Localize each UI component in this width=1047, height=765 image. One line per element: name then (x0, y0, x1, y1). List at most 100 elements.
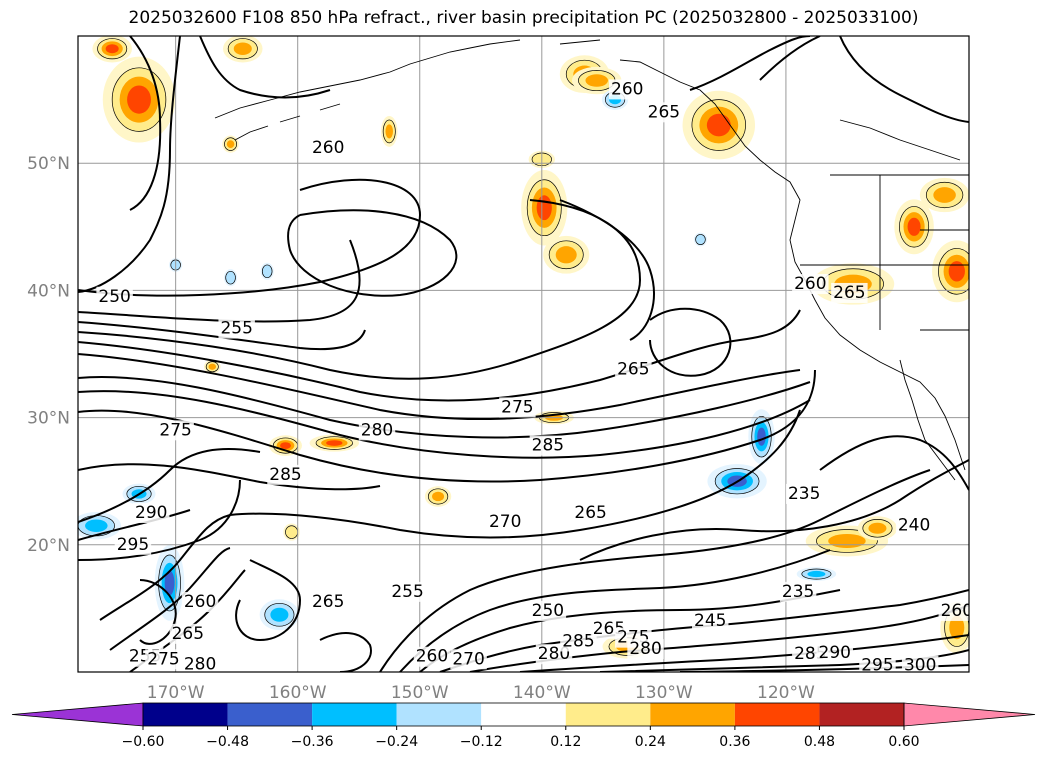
contour-label-bg (560, 631, 597, 652)
contour-label: 295 (117, 535, 149, 555)
contour-label: 295 (861, 656, 893, 676)
contour-label: 275 (501, 397, 533, 417)
contour-label: 275 (159, 420, 191, 440)
precip-shade-region (868, 522, 887, 534)
contour-label: 255 (220, 319, 252, 339)
contour-label: 275 (147, 649, 179, 669)
contour-label: 280 (629, 639, 661, 659)
contour-label-bg (96, 286, 133, 307)
contour-label: 260 (184, 592, 216, 612)
contour-label-bg (145, 649, 182, 670)
colorbar-tick-label: −0.60 (122, 734, 165, 750)
contour-label-bg (609, 79, 646, 100)
colorbar-extend-max (903, 702, 1036, 727)
contour-label-bg (133, 503, 170, 523)
colorbar-tick-label: 0.24 (635, 734, 666, 750)
x-tick-label: 160°W (269, 683, 327, 703)
contour-label: 290 (819, 643, 851, 663)
contour-label-bg (181, 654, 219, 672)
precip-shade-region (226, 140, 235, 149)
contour-label: 240 (898, 516, 930, 536)
precip-shade-region (285, 525, 299, 539)
contour-label-bg (645, 102, 683, 123)
x-tick-label: 120°W (757, 683, 815, 703)
contour-label: 245 (694, 611, 726, 631)
precip-shade-region (536, 195, 552, 221)
precip-shade-region (127, 85, 151, 114)
coastline-layer (214, 39, 969, 481)
colorbar-segment (734, 703, 820, 726)
colorbar-segment (396, 703, 482, 726)
colorbar-segment (143, 703, 228, 726)
contour-label-bg (572, 503, 609, 523)
contour-label-bg (169, 623, 207, 644)
contour-label: 280 (184, 654, 216, 674)
contour-label: 260 (794, 274, 826, 294)
contour-label: 250 (532, 601, 564, 621)
precip-shade-region (807, 570, 826, 578)
x-tick-label: 130°W (635, 683, 693, 703)
contour-label-bg (692, 611, 729, 632)
colorbar-frame (142, 702, 905, 727)
precip-shade-region (432, 491, 445, 502)
map-background (78, 36, 969, 672)
contour-label: 265 (172, 624, 204, 644)
precip-shade-region (85, 519, 108, 532)
contour-label-bg (615, 359, 652, 380)
precip-shade-region (164, 570, 175, 596)
y-tick-label: 40°N (27, 281, 70, 301)
contour-label: 260 (312, 138, 344, 158)
contour-label: 270 (452, 649, 484, 669)
y-tick-label: 20°N (27, 536, 70, 556)
contour-label: 285 (562, 631, 594, 651)
contour-label-bg (859, 655, 896, 672)
contour-label-bg (792, 274, 829, 295)
colorbar-segment (481, 703, 566, 726)
colorbar-tick-label: 0.48 (804, 734, 835, 750)
refractivity-contours (78, 36, 969, 672)
colorbar-extend-min (11, 702, 144, 727)
colorbar-segment (650, 703, 735, 726)
precip-shade-region (907, 217, 921, 236)
contour-label: 265 (574, 503, 606, 523)
colorbar-segment (819, 703, 904, 726)
contour-label-bg (181, 592, 219, 613)
contour-label-bg (486, 511, 524, 532)
precip-shade-region (948, 261, 965, 282)
precip-shade-region (828, 533, 866, 549)
precip-shade-region (280, 442, 291, 449)
contour-label: 260 (941, 601, 973, 621)
contour-label-bg (309, 592, 347, 613)
axis-ticks: 170°W 160°W 150°W 140°W 130°W 120°W 20°N 30°N 40… (27, 154, 815, 703)
contour-label-bg (450, 649, 487, 670)
contour-label: 290 (135, 503, 167, 523)
precip-shade-region (208, 363, 217, 370)
contour-label: 270 (489, 512, 521, 532)
colorbar-tick-label: −0.48 (206, 734, 249, 750)
colorbar-segment (312, 703, 397, 726)
contour-label-bg (779, 581, 817, 602)
contour-label: 265 (617, 359, 649, 379)
contour-label: 280 (361, 420, 393, 440)
contour-label-bg (627, 639, 664, 660)
contour-label: 265 (312, 592, 344, 612)
contour-label: 255 (391, 582, 423, 602)
precip-shade-region (695, 234, 706, 245)
x-tick-label: 140°W (513, 683, 571, 703)
colorbar-tick-label: −0.36 (291, 734, 334, 750)
contour-label-bg (358, 420, 396, 441)
precip-shade-region (105, 44, 119, 54)
contour-label: 265 (648, 102, 680, 122)
precip-shade-region (933, 187, 956, 203)
contour-label-bg (938, 600, 969, 621)
precip-shade-region (706, 113, 731, 137)
contour-label-bg (157, 420, 194, 441)
x-tick-label: 170°W (147, 683, 205, 703)
contour-label-bg (895, 515, 933, 536)
contour-label: 265 (833, 283, 865, 303)
contour-label-bg (785, 483, 823, 504)
precip-shade-region (585, 74, 608, 87)
contour-label-bg (816, 642, 853, 663)
precip-shade-region (233, 42, 252, 55)
